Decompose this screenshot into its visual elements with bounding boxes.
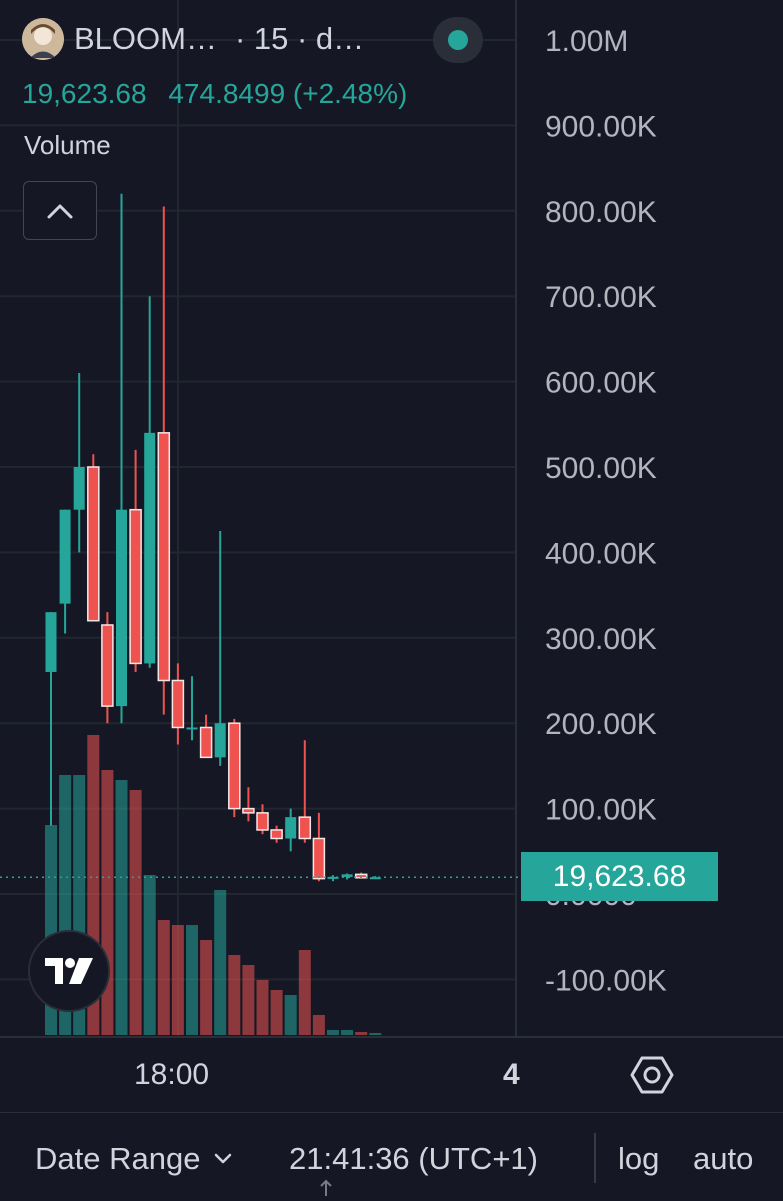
candle-body [199, 726, 213, 759]
volume-bar [327, 1030, 339, 1035]
candle-body [214, 723, 226, 758]
volume-bar [284, 995, 297, 1035]
volume-bar [115, 780, 128, 1035]
candle-body [270, 829, 283, 840]
volume-bar [129, 790, 142, 1035]
volume-bar [143, 875, 156, 1035]
price-axis-label: 100.00K [545, 794, 657, 827]
date-range-button[interactable]: Date Range [35, 1141, 234, 1177]
price-axis-label: -100.00K [545, 964, 667, 997]
candle-body [285, 817, 297, 839]
price-axis-label: 200.00K [545, 708, 657, 741]
candle-body [298, 816, 312, 840]
candle-body [256, 812, 269, 831]
candle-body [186, 727, 198, 730]
last-price: 19,623.68 [22, 78, 147, 109]
chart-settings-button[interactable] [630, 1053, 674, 1097]
candle-body [341, 874, 353, 877]
price-axis-label: 400.00K [545, 537, 657, 570]
volume-bar [270, 990, 283, 1035]
volume-bar [171, 925, 184, 1035]
candle-body [129, 508, 142, 665]
price-axis-label: 300.00K [545, 623, 657, 656]
tradingview-logo[interactable] [28, 930, 110, 1012]
volume-bar [101, 770, 114, 1035]
price-axis-label: 700.00K [545, 281, 657, 314]
bottom-toolbar: Date Range 21:41:36 (UTC+1) log auto [0, 1112, 783, 1201]
collapse-button[interactable] [23, 181, 97, 240]
current-price-tag: 19,623.68 [521, 852, 718, 901]
candle-body [144, 432, 156, 664]
price-axis-label: 900.00K [545, 110, 657, 143]
time-axis-label: 18:00 [134, 1058, 210, 1091]
candle-body [87, 466, 100, 622]
arrow-up-icon [320, 1179, 332, 1196]
candle-body [45, 612, 57, 672]
candle-body [242, 807, 255, 814]
volume-bar [369, 1033, 382, 1035]
clock[interactable]: 21:41:36 (UTC+1) [289, 1141, 538, 1176]
candle-body [59, 509, 71, 604]
candle-body [171, 679, 185, 729]
volume-bar [242, 965, 255, 1035]
volume-bar [157, 920, 170, 1035]
candle-body [157, 432, 171, 682]
volume-bar [298, 950, 311, 1035]
volume-bar [200, 940, 213, 1035]
avatar [22, 18, 64, 60]
volume-bar [355, 1032, 368, 1035]
candles [45, 193, 381, 882]
volume-bar [312, 1015, 325, 1035]
candle-body [101, 624, 114, 707]
log-scale-toggle[interactable]: log [618, 1141, 660, 1176]
toolbar-divider [594, 1133, 596, 1183]
time-axis-number: 4 [503, 1058, 520, 1091]
price-axis-label: 1.00M [545, 25, 628, 58]
volume-bar [256, 980, 269, 1035]
symbol-header[interactable]: BLOOM… · 15 · d… [22, 18, 364, 60]
price-axis-labels[interactable]: 1.00M 900.00K 800.00K 700.00K 600.00K 500.00K… [545, 25, 667, 997]
price-axis-label: 500.00K [545, 452, 657, 485]
market-status-indicator[interactable] [433, 17, 483, 63]
price-axis-label: 600.00K [545, 367, 657, 400]
gear-icon [630, 1056, 674, 1094]
symbol-name: BLOOM… [74, 21, 217, 56]
volume-bar [186, 925, 198, 1035]
status-dot [448, 30, 468, 50]
volume-label: Volume [24, 130, 111, 160]
price-change: 474.8499 (+2.48%) [168, 78, 408, 109]
price-row: 19,623.68 474.8499 (+2.48%) [22, 78, 407, 110]
volume-bar [214, 890, 227, 1035]
symbol-interval: · 15 · d… [234, 21, 365, 56]
auto-scale-toggle[interactable]: auto [693, 1141, 754, 1176]
candle-body [369, 877, 381, 880]
volume-bar [228, 955, 241, 1035]
chevron-down-icon [215, 1153, 232, 1164]
candle-body [116, 509, 127, 707]
candle-body [228, 722, 241, 810]
chart-area[interactable]: 1.00M 900.00K 800.00K 700.00K 600.00K 500.00K… [0, 0, 783, 1112]
volume-bar [341, 1030, 354, 1035]
price-axis-label: 800.00K [545, 196, 657, 229]
candle-body [73, 467, 85, 510]
candle-body [327, 876, 339, 879]
tradingview-logo-icon [45, 958, 93, 984]
chevron-up-icon [47, 204, 73, 218]
candle-body [312, 837, 326, 880]
date-range-label: Date Range [35, 1141, 201, 1176]
